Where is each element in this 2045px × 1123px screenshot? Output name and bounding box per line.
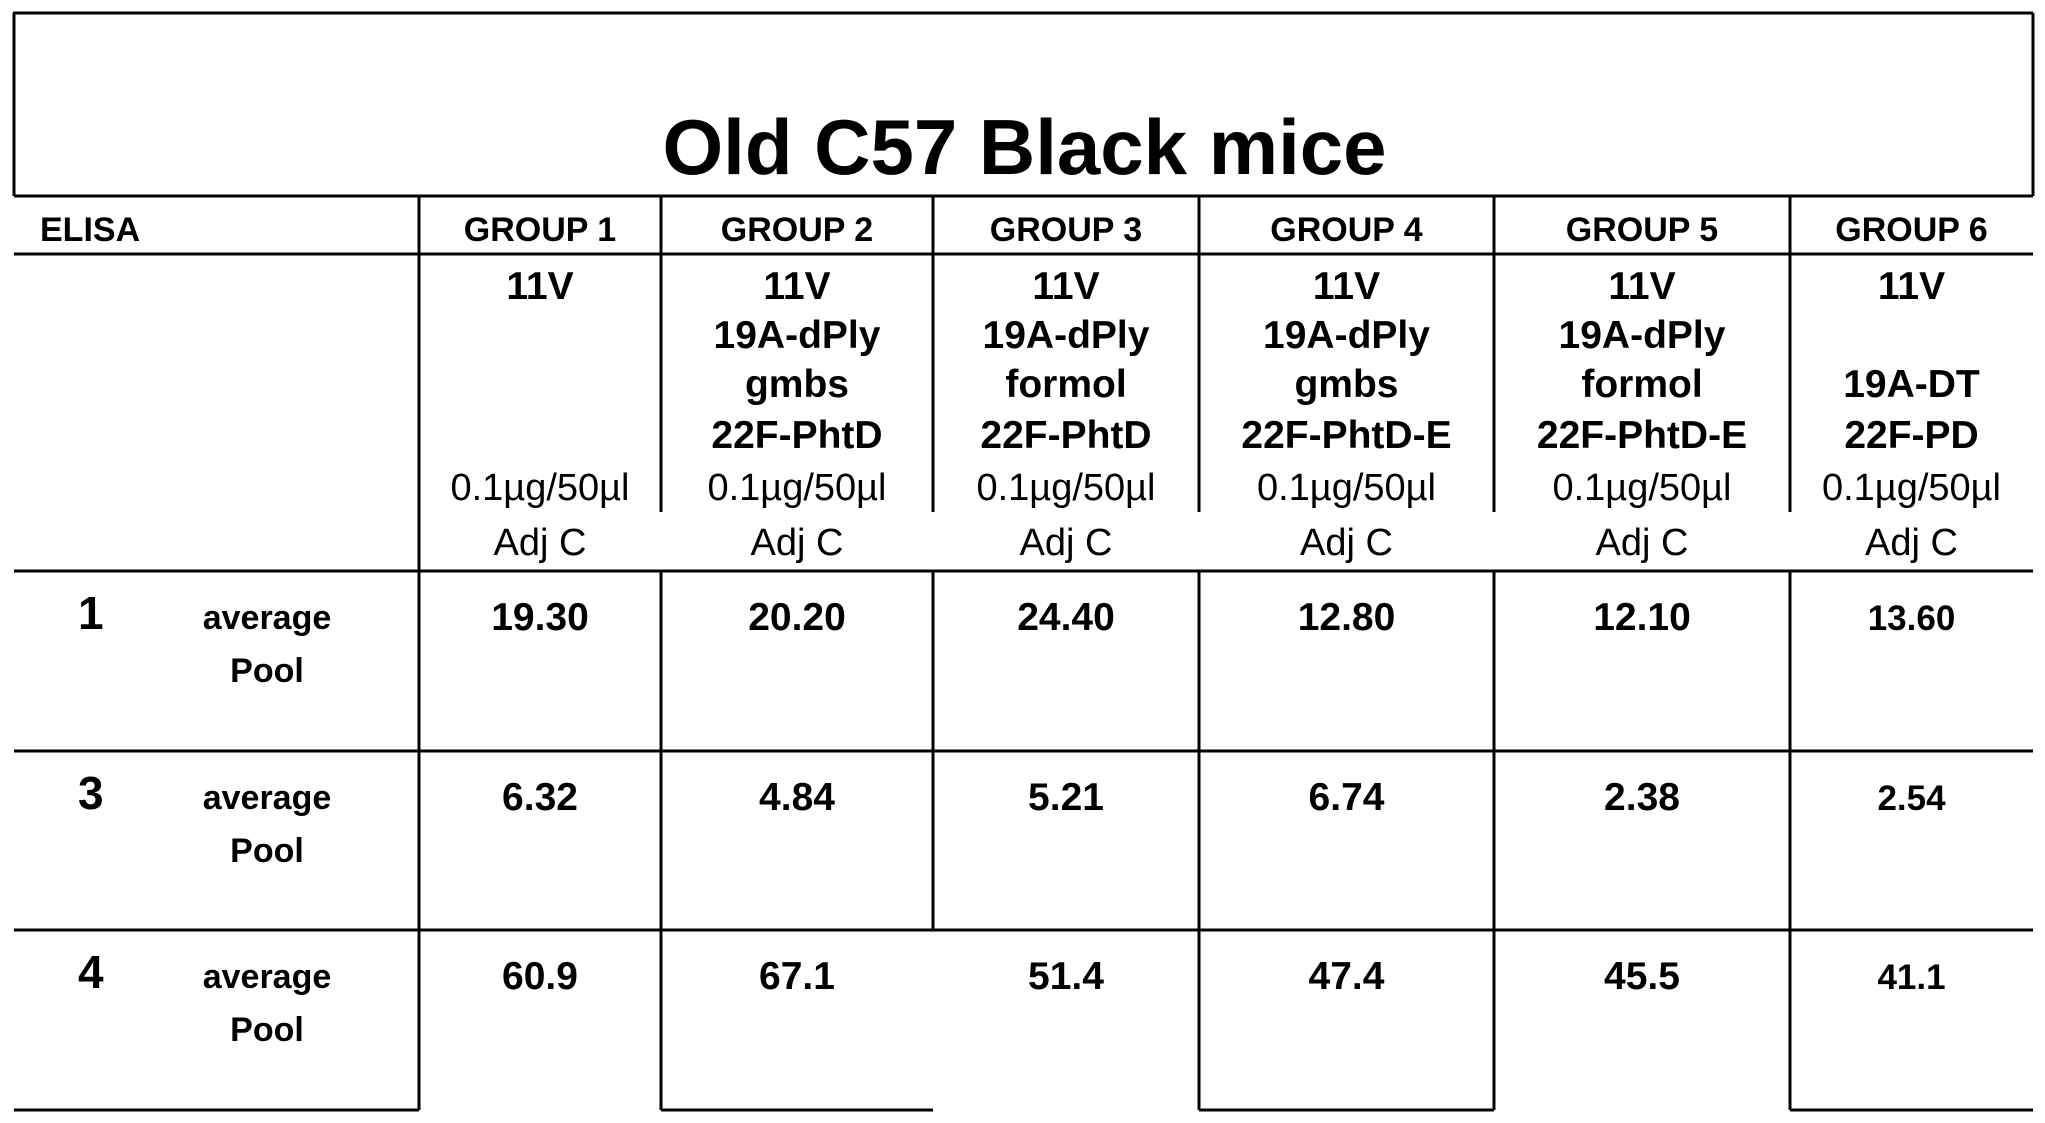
group-4-vaccine-line-1: 11V (1312, 265, 1381, 308)
group-2-adjuvant: Adj C (750, 522, 844, 564)
row-3-value-group-4: 6.74 (1308, 776, 1385, 819)
group-1-dose: 0.1µg/50µl (450, 467, 630, 509)
row-3-serotype: 3 (78, 767, 104, 819)
group-4-dose: 0.1µg/50µl (1256, 467, 1436, 509)
group-3-vaccine-line-2: 19A-dPly (982, 314, 1150, 357)
row-4-serotype: 4 (78, 946, 104, 998)
group-3-vaccine-line-3: formol (1005, 363, 1127, 406)
group-3-vaccine-line-4: 22F-PhtD (980, 414, 1152, 457)
group-3-header: GROUP 3 (989, 211, 1143, 249)
row-3-value-group-5: 2.38 (1604, 776, 1680, 819)
elisa-label: ELISA (40, 211, 141, 249)
group-5-vaccine-line-2: 19A-dPly (1558, 314, 1726, 357)
row-1-value-group-5: 12.10 (1593, 596, 1691, 639)
row-3-value-group-1: 6.32 (502, 776, 578, 819)
row-4-value-group-4: 47.4 (1308, 955, 1385, 998)
row-4-value-group-1: 60.9 (502, 955, 578, 998)
row-3-label-pool: Pool (230, 832, 304, 870)
group-4-vaccine-line-2: 19A-dPly (1263, 314, 1430, 357)
group-6-vaccine-line-1: 11V (1877, 265, 1946, 308)
row-4-value-group-5: 45.5 (1604, 955, 1680, 998)
group-1-adjuvant: Adj C (493, 522, 587, 564)
group-2-vaccine-line-4: 22F-PhtD (711, 414, 883, 457)
row-1-value-group-4: 12.80 (1297, 596, 1396, 639)
group-3-dose: 0.1µg/50µl (976, 467, 1156, 509)
group-6-vaccine-line-4: 22F-PD (1844, 414, 1979, 457)
group-6-vaccine-line-3: 19A-DT (1843, 363, 1980, 406)
group-2-vaccine-line-1: 11V (763, 265, 831, 308)
row-3-value-group-2: 4.84 (759, 776, 835, 819)
row-3-value-group-6: 2.54 (1877, 779, 1946, 818)
group-5-header: GROUP 5 (1565, 211, 1719, 249)
group-5-vaccine-line-4: 22F-PhtD-E (1536, 414, 1748, 457)
group-1-vaccine-line-1: 11V (506, 265, 574, 308)
group-2-header: GROUP 2 (720, 211, 874, 249)
group-2-vaccine-line-3: gmbs (744, 363, 849, 406)
group-5-vaccine-line-1: 11V (1608, 265, 1676, 308)
row-1-label-pool: Pool (230, 652, 304, 690)
group-4-vaccine-line-3: gmbs (1294, 363, 1399, 406)
row-1-serotype: 1 (78, 587, 104, 639)
table-title: Old C57 Black mice (662, 103, 1387, 191)
row-4-value-group-3: 51.4 (1028, 955, 1104, 998)
row-1-value-group-3: 24.40 (1017, 596, 1115, 639)
group-4-header: GROUP 4 (1270, 211, 1423, 249)
row-1-value-group-6: 13.60 (1867, 599, 1956, 638)
row-3-label-average: average (202, 779, 332, 817)
row-4-value-group-6: 41.1 (1877, 958, 1946, 997)
group-6-dose: 0.1µg/50µl (1821, 467, 2001, 509)
group-5-adjuvant: Adj C (1595, 522, 1689, 564)
group-3-adjuvant: Adj C (1019, 522, 1113, 564)
row-4-value-group-2: 67.1 (759, 955, 835, 998)
row-1-label-average: average (202, 599, 332, 637)
group-5-vaccine-line-3: formol (1581, 363, 1703, 406)
group-3-vaccine-line-1: 11V (1032, 265, 1100, 308)
group-4-adjuvant: Adj C (1300, 522, 1393, 564)
group-4-vaccine-line-4: 22F-PhtD-E (1241, 414, 1452, 457)
row-1-value-group-2: 20.20 (748, 596, 846, 639)
row-4-label-average: average (202, 958, 332, 996)
group-2-vaccine-line-2: 19A-dPly (713, 314, 881, 357)
group-2-dose: 0.1µg/50µl (707, 467, 887, 509)
group-6-adjuvant: Adj C (1865, 522, 1958, 564)
row-4-label-pool: Pool (230, 1011, 304, 1049)
group-5-dose: 0.1µg/50µl (1552, 467, 1732, 509)
group-6-header: GROUP 6 (1835, 211, 1988, 249)
group-1-header: GROUP 1 (463, 211, 617, 249)
row-1-value-group-1: 19.30 (491, 596, 589, 639)
row-3-value-group-3: 5.21 (1028, 776, 1104, 819)
